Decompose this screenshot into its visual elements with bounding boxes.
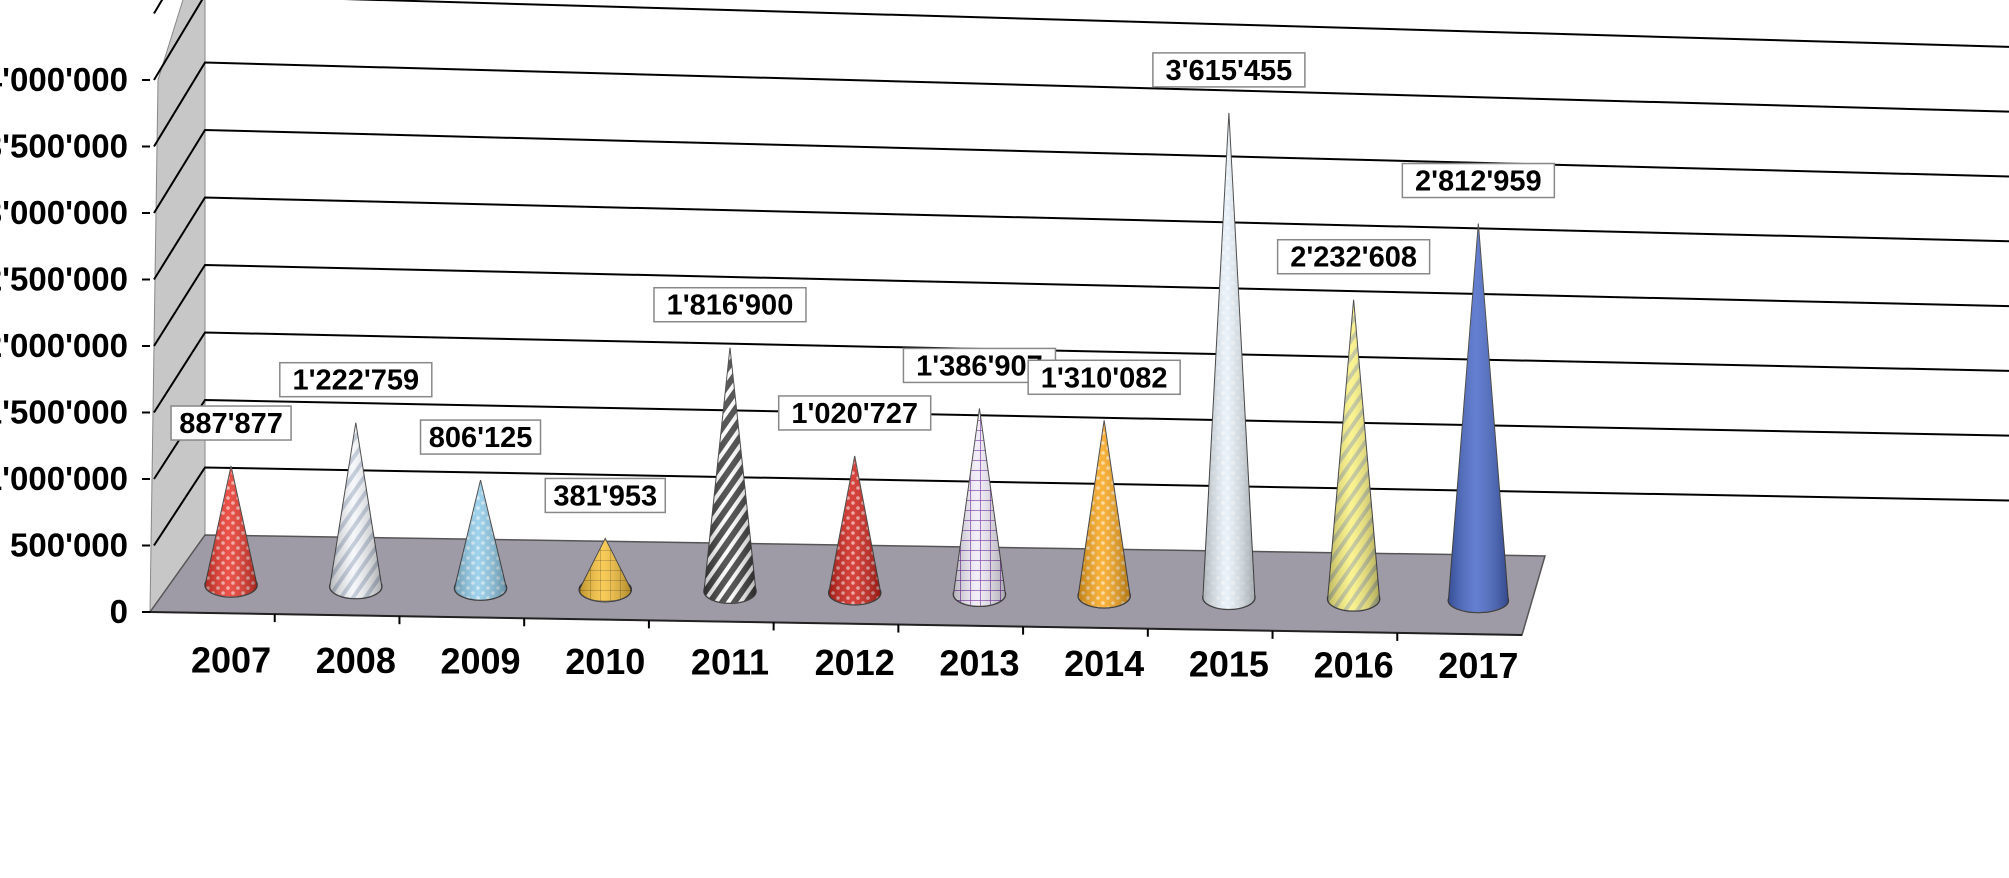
cone-2014 — [1077, 420, 1131, 609]
cone-2010 — [578, 537, 633, 603]
side-wall — [149, 0, 206, 614]
data-label-text: 887'877 — [179, 408, 283, 440]
cone-2015 — [1202, 112, 1256, 611]
cone-shading — [953, 408, 1006, 607]
cone-2012 — [827, 455, 882, 606]
y-tick-label: 2'500'000 — [0, 261, 128, 298]
data-label-box — [1152, 52, 1306, 88]
cone-shading — [703, 347, 756, 604]
gridline — [153, 0, 2009, 81]
y-tick-label: 3'000'000 — [0, 194, 128, 231]
floor-front-edge — [149, 611, 1523, 636]
x-tick-label: 2015 — [1189, 644, 1269, 685]
y-tick-label: 500'000 — [10, 527, 128, 564]
data-label-text: 2'232'608 — [1290, 242, 1417, 274]
cone-shading — [1448, 223, 1509, 613]
x-tick-label: 2012 — [815, 642, 895, 683]
data-labels: 887'877 1'222'759 806'125 381'953 1'816'900 1… — [170, 52, 1556, 514]
y-axis-ticks: 0 500'000 1'000'000 1'500'000 2'000'000 2'500… — [0, 61, 150, 630]
gridline — [153, 61, 2009, 148]
data-label-box — [777, 395, 932, 431]
x-tick-label: 2007 — [191, 639, 271, 680]
data-label-text: 3'615'455 — [1166, 55, 1293, 87]
data-label-2007: 887'877 — [170, 405, 292, 441]
x-tick-label: 2011 — [691, 642, 769, 683]
cones — [204, 112, 1510, 614]
gridline — [153, 398, 2009, 480]
data-label-box — [544, 477, 667, 514]
cone-shading — [329, 422, 382, 599]
y-tick-label: 2'000'000 — [0, 327, 128, 364]
cone-2016 — [1326, 299, 1381, 612]
data-label-2016: 2'232'608 — [1276, 238, 1431, 275]
data-label-text: 806'125 — [429, 422, 533, 454]
data-label-box — [653, 286, 807, 323]
x-tick-label: 2008 — [316, 640, 396, 681]
x-tick-label: 2017 — [1438, 645, 1518, 686]
cone-2017 — [1447, 223, 1510, 614]
gridline — [153, 263, 2009, 347]
x-tick-label: 2016 — [1314, 644, 1394, 685]
data-label-2017: 2'812'959 — [1401, 162, 1556, 199]
data-label-text: 1'222'759 — [292, 365, 419, 397]
y-tick-label: 4'000'000 — [0, 61, 128, 98]
cone-2008 — [329, 422, 383, 600]
x-axis-ticks: 2007 2008 2009 2010 2011 2012 2013 2014 2015 2016… — [191, 614, 1518, 686]
data-label-box — [419, 419, 542, 455]
cone-2013 — [952, 408, 1007, 608]
data-label-text: 1'386'907 — [916, 350, 1043, 382]
data-label-2012: 1'020'727 — [777, 395, 932, 431]
data-label-box — [1276, 238, 1431, 275]
data-label-text: 381'953 — [553, 480, 657, 512]
data-label-2010: 381'953 — [544, 477, 667, 514]
gridline — [153, 128, 2009, 214]
data-label-box — [279, 361, 433, 398]
gridline — [153, 196, 2009, 281]
cone-shading — [205, 466, 258, 598]
cone-shading — [828, 455, 881, 605]
cone-shading — [454, 480, 507, 601]
data-label-text: 1'310'082 — [1041, 362, 1168, 394]
gridline — [153, 331, 2009, 414]
cone-shading — [1078, 420, 1131, 608]
data-label-box — [1027, 359, 1181, 396]
data-label-box — [170, 405, 292, 441]
data-label-2015: 3'615'455 — [1152, 52, 1306, 88]
data-label-text: 1'816'900 — [667, 290, 794, 322]
y-tick-label: 3'500'000 — [0, 128, 128, 165]
gridlines — [153, 0, 2009, 547]
cone-shading — [579, 538, 632, 602]
cone-2011 — [703, 347, 757, 604]
data-label-2013: 1'386'907 — [902, 347, 1057, 384]
data-label-2008: 1'222'759 — [279, 361, 433, 398]
x-tick-label: 2013 — [939, 643, 1019, 684]
data-label-text: 1'020'727 — [791, 398, 918, 430]
x-tick-label: 2014 — [1064, 643, 1144, 684]
y-tick-label: 1'000'000 — [0, 460, 128, 497]
data-label-2014: 1'310'082 — [1027, 359, 1181, 396]
data-label-2011: 1'816'900 — [653, 286, 807, 323]
x-tick-label: 2009 — [440, 640, 520, 681]
data-label-text: 2'812'959 — [1415, 166, 1542, 198]
y-tick-label: 1'500'000 — [0, 394, 128, 431]
data-label-2009: 806'125 — [419, 419, 542, 455]
cone-shading — [1202, 112, 1255, 610]
cone-2007 — [204, 465, 258, 598]
x-tick-label: 2010 — [565, 641, 645, 682]
cone-shading — [1327, 299, 1380, 611]
gridline — [153, 466, 2009, 547]
data-label-box — [1401, 162, 1556, 199]
cone-2009 — [453, 479, 508, 601]
y-tick-label: 0 — [110, 593, 128, 630]
